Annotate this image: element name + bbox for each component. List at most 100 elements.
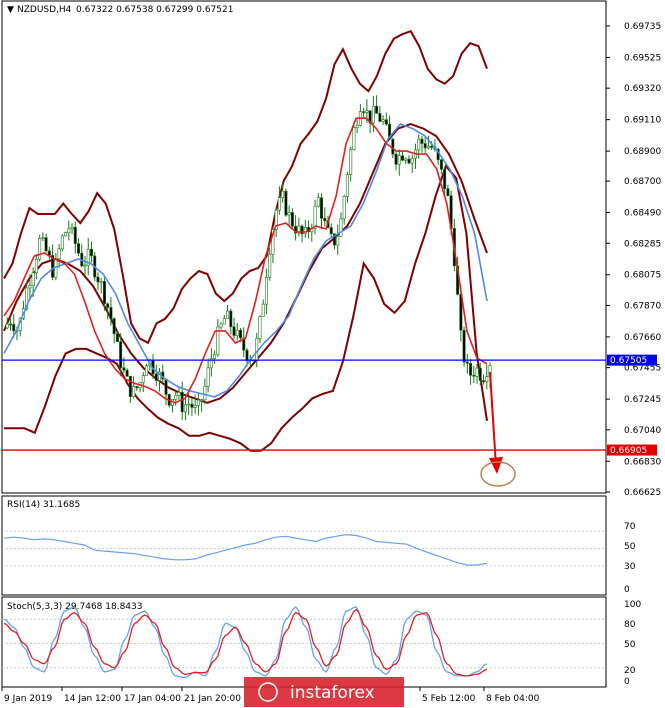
candle-body — [60, 235, 64, 250]
x-tick-label: 21 Jan 20:00 — [184, 694, 241, 704]
candle-body — [371, 105, 375, 124]
candle-body — [287, 212, 291, 216]
candle-body — [86, 248, 90, 266]
candle-body — [64, 232, 68, 237]
y-tick-label: 0.66830 — [624, 457, 661, 467]
current-price-tag — [607, 354, 657, 366]
candle-body — [115, 333, 119, 342]
price-panel — [1, 0, 607, 494]
candle-body — [277, 197, 281, 211]
watermark-globe-icon — [258, 682, 278, 702]
forecast-arrow-shaft — [489, 371, 497, 467]
y-tick-label: 0.67245 — [624, 395, 661, 405]
candle-body — [284, 190, 288, 216]
candle-body — [261, 303, 265, 317]
candle-body — [106, 303, 110, 308]
stoch-d-line — [3, 608, 488, 677]
candle-body — [349, 149, 353, 175]
candle-body — [381, 119, 385, 122]
candle-body — [336, 236, 340, 246]
ma-slow-line — [3, 123, 488, 398]
candle-body — [332, 233, 336, 246]
candle-body — [102, 281, 106, 304]
candle-body — [281, 190, 285, 199]
x-tick-label: 5 Feb 12:00 — [422, 694, 476, 704]
y-tick-label: 0.68900 — [624, 147, 661, 157]
target-price-tag — [607, 444, 657, 456]
candle-body — [375, 105, 379, 114]
candle-body — [119, 341, 123, 369]
candle-body — [232, 326, 236, 336]
rsi-scale-30: 30 — [624, 562, 636, 572]
y-tick-label: 0.69525 — [624, 53, 661, 63]
stoch-scale-50: 50 — [624, 640, 636, 650]
stoch-scale-80: 80 — [624, 620, 636, 630]
candle-body — [469, 363, 473, 376]
rsi-line — [3, 533, 488, 566]
candle-body — [388, 123, 392, 140]
candle-body — [290, 212, 294, 227]
candle-body — [174, 394, 178, 400]
candle-body — [462, 330, 466, 363]
rsi-panel — [1, 495, 607, 596]
candle-body — [355, 124, 359, 128]
candle-body — [226, 310, 230, 319]
candle-body — [70, 226, 74, 230]
y-tick-label: 0.67870 — [624, 301, 661, 311]
candle-body — [465, 361, 469, 364]
candle-body — [125, 369, 129, 377]
candle-body — [203, 386, 207, 401]
candle-body — [423, 143, 427, 149]
candle-body — [255, 338, 259, 361]
rsi-levels — [2, 530, 606, 567]
candle-body — [404, 158, 408, 161]
candle-body — [89, 248, 93, 257]
candle-body — [345, 174, 349, 197]
candle-body — [57, 248, 61, 260]
candle-body — [239, 329, 243, 339]
candle-body — [206, 367, 210, 387]
candle-body — [485, 376, 489, 383]
candle-body — [475, 367, 479, 377]
candle-body — [67, 228, 71, 234]
x-tick-label: 8 Feb 04:00 — [486, 694, 540, 704]
candle-body — [472, 375, 476, 377]
candle-body — [303, 227, 307, 235]
candle-body — [430, 145, 434, 148]
candle-body — [268, 253, 272, 278]
rsi-scale-0: 0 — [624, 585, 630, 595]
y-tick-label: 0.66625 — [624, 488, 661, 498]
candle-body — [122, 367, 126, 371]
candle-body — [401, 155, 405, 161]
y-tick-label: 0.69320 — [624, 84, 661, 94]
candle-body — [145, 365, 149, 376]
candle-body — [177, 392, 181, 396]
candle-body — [83, 264, 87, 267]
candle-body — [329, 227, 333, 235]
header-triangle-icon[interactable]: ▼ — [7, 5, 14, 15]
candle-body — [300, 225, 304, 235]
candle-body — [222, 318, 226, 325]
candle-body — [41, 237, 45, 239]
bollinger-lower-line — [4, 164, 488, 452]
candle-body — [320, 197, 324, 219]
candle-body — [44, 237, 48, 252]
x-tick-label: 14 Jan 12:00 — [64, 694, 121, 704]
candle-body — [34, 258, 38, 273]
y-tick-label: 0.69110 — [624, 116, 661, 126]
candle-body — [38, 237, 42, 260]
candle-body — [410, 157, 414, 164]
candle-body — [219, 323, 223, 328]
candle-body — [271, 229, 275, 255]
candle-body — [51, 255, 55, 278]
ma-fast-line — [3, 117, 488, 404]
y-tick-label: 0.69735 — [624, 22, 661, 32]
header-symbol: NZDUSD,H4 — [17, 5, 72, 15]
stoch-scale-0: 0 — [624, 677, 630, 687]
candle-body — [365, 110, 369, 113]
candle-body — [132, 386, 136, 397]
candle-body — [164, 378, 168, 395]
candle-body — [12, 324, 16, 332]
candle-body — [31, 272, 35, 286]
